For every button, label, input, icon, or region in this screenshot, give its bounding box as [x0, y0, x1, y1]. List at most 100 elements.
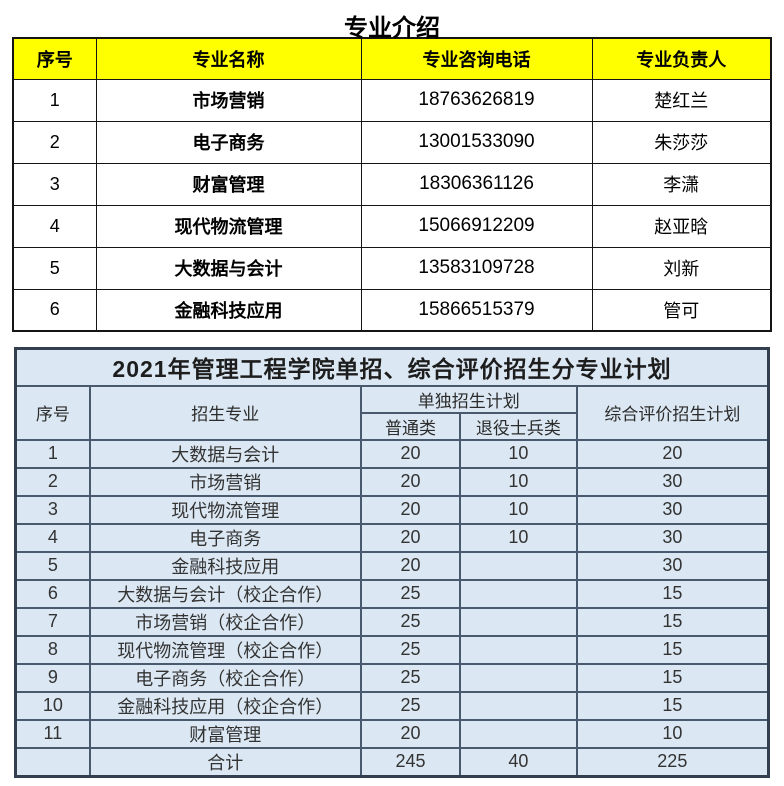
- table-cell: 10: [459, 438, 578, 469]
- table-row: 4 电子商务 20 10 30: [14, 522, 770, 553]
- table-cell: 6: [12, 288, 97, 332]
- table-row: 9 电子商务（校企合作） 25 15: [14, 662, 770, 693]
- table-cell: 李潇: [591, 162, 772, 206]
- table-subheader-row: 普通类 退役士兵类: [16, 411, 769, 441]
- table-cell: 30: [575, 522, 770, 553]
- table-cell: 金融科技应用（校企合作）: [88, 690, 362, 721]
- table-cell: 5: [14, 550, 91, 581]
- table-cell: 20: [359, 718, 462, 749]
- table-row: 3 财富管理 18306361126 李潇: [12, 162, 772, 206]
- table-row: 11 财富管理 20 10: [14, 718, 770, 749]
- table-cell: 15: [575, 662, 770, 693]
- table-cell: 245: [359, 746, 462, 778]
- column-header-general-category: 普通类: [359, 411, 462, 441]
- table-cell: 财富管理: [88, 718, 362, 749]
- column-header-major-name: 专业名称: [95, 37, 362, 80]
- table-cell: 20: [359, 550, 462, 581]
- enrollment-plan-table: 2021年管理工程学院单招、综合评价招生分专业计划 序号 招生专业 单独招生计划…: [14, 347, 770, 778]
- table-cell: 4: [12, 204, 97, 248]
- table-cell: 大数据与会计（校企合作）: [88, 578, 362, 609]
- enrollment-plan-header: 2021年管理工程学院单招、综合评价招生分专业计划 序号 招生专业 单独招生计划…: [14, 347, 770, 441]
- majors-info-table: 序号 专业名称 专业咨询电话 专业负责人 1 市场营销 18763626819 楚红兰…: [12, 37, 772, 332]
- table-cell: 电子商务: [95, 120, 362, 164]
- table-row: 7 市场营销（校企合作） 25 15: [14, 606, 770, 637]
- table-cell: 18763626819: [360, 78, 593, 122]
- table-cell: 3: [14, 494, 91, 525]
- column-header-single-enrollment-group: 单独招生计划: [359, 384, 578, 414]
- column-header-seq: 序号: [14, 384, 91, 441]
- table-cell: 10: [14, 690, 91, 721]
- table-row: 5 金融科技应用 20 30: [14, 550, 770, 581]
- table-cell: 金融科技应用: [95, 288, 362, 332]
- table-row: 合计 245 40 225: [14, 746, 770, 778]
- table-row: 2 市场营销 20 10 30: [14, 466, 770, 497]
- table-cell: 15866515379: [360, 288, 593, 332]
- table-cell: 25: [359, 606, 462, 637]
- table-row: 3 现代物流管理 20 10 30: [14, 494, 770, 525]
- table-cell: 25: [359, 662, 462, 693]
- table-cell: 现代物流管理: [88, 494, 362, 525]
- majors-info-body: 1 市场营销 18763626819 楚红兰 2 电子商务 13001533090 朱莎莎 3 财…: [12, 78, 772, 332]
- table-row: 1 市场营销 18763626819 楚红兰: [12, 78, 772, 122]
- table-cell: [459, 606, 578, 637]
- table-cell: [459, 718, 578, 749]
- table-title-row: 2021年管理工程学院单招、综合评价招生分专业计划: [14, 347, 770, 387]
- table-cell: 25: [359, 690, 462, 721]
- column-header-phone: 专业咨询电话: [360, 37, 593, 80]
- table-cell: 8: [14, 634, 91, 665]
- table-cell: 市场营销（校企合作）: [88, 606, 362, 637]
- table-cell: 15: [575, 578, 770, 609]
- table-cell: 9: [14, 662, 91, 693]
- table-cell: 7: [14, 606, 91, 637]
- table-cell: 2: [12, 120, 97, 164]
- column-header-seq: 序号: [12, 37, 97, 80]
- table-cell: 市场营销: [88, 466, 362, 497]
- column-header-veteran-category: 退役士兵类: [459, 411, 578, 441]
- enrollment-plan-title: 2021年管理工程学院单招、综合评价招生分专业计划: [14, 347, 770, 387]
- table-cell: 20: [575, 438, 770, 469]
- table-row: 1 大数据与会计 20 10 20: [14, 438, 770, 469]
- table-row: 2 电子商务 13001533090 朱莎莎: [12, 120, 772, 164]
- table-row: 6 金融科技应用 15866515379 管可: [12, 288, 772, 332]
- column-header-contact-person: 专业负责人: [591, 37, 772, 80]
- table-row: 5 大数据与会计 13583109728 刘新: [12, 246, 772, 290]
- table-header-row: 序号 招生专业 单独招生计划 综合评价招生计划: [14, 384, 770, 441]
- table-row: 6 大数据与会计（校企合作） 25 15: [14, 578, 770, 609]
- column-header-comprehensive-eval: 综合评价招生计划: [575, 384, 770, 441]
- table-cell: 10: [459, 522, 578, 553]
- table-cell: 225: [575, 746, 770, 778]
- table-cell: 13583109728: [360, 246, 593, 290]
- table-cell: 管可: [591, 288, 772, 332]
- table-cell: [459, 662, 578, 693]
- table-cell: 金融科技应用: [88, 550, 362, 581]
- table-cell: [459, 690, 578, 721]
- table-cell: 15: [575, 634, 770, 665]
- table-header-row: 序号 专业名称 专业咨询电话 专业负责人: [12, 37, 772, 80]
- table-cell: 15: [575, 606, 770, 637]
- table-cell: 30: [575, 550, 770, 581]
- enrollment-plan-body: 1 大数据与会计 20 10 20 2 市场营销 20 10 30 3 现代物流管理 20 10 30 4 电子…: [14, 438, 770, 778]
- table-cell: 30: [575, 466, 770, 497]
- table-cell: 25: [359, 634, 462, 665]
- table-cell: 10: [459, 466, 578, 497]
- table-cell: 1: [12, 78, 97, 122]
- page-title: 专业介绍: [344, 15, 440, 42]
- table-cell: 30: [575, 494, 770, 525]
- table-cell: 18306361126: [360, 162, 593, 206]
- table-cell: 现代物流管理（校企合作）: [88, 634, 362, 665]
- table-cell: 4: [14, 522, 91, 553]
- table-cell: 财富管理: [95, 162, 362, 206]
- table-cell: [459, 578, 578, 609]
- table-cell: 20: [359, 466, 462, 497]
- table-cell: 合计: [88, 746, 362, 778]
- table-cell: 市场营销: [95, 78, 362, 122]
- table-cell: 11: [14, 718, 91, 749]
- table-cell: 20: [359, 522, 462, 553]
- table-cell: 25: [359, 578, 462, 609]
- table-cell: [14, 746, 91, 778]
- table-cell: 电子商务: [88, 522, 362, 553]
- table-cell: 6: [14, 578, 91, 609]
- table-cell: [459, 550, 578, 581]
- table-cell: 10: [459, 494, 578, 525]
- table-cell: 40: [459, 746, 578, 778]
